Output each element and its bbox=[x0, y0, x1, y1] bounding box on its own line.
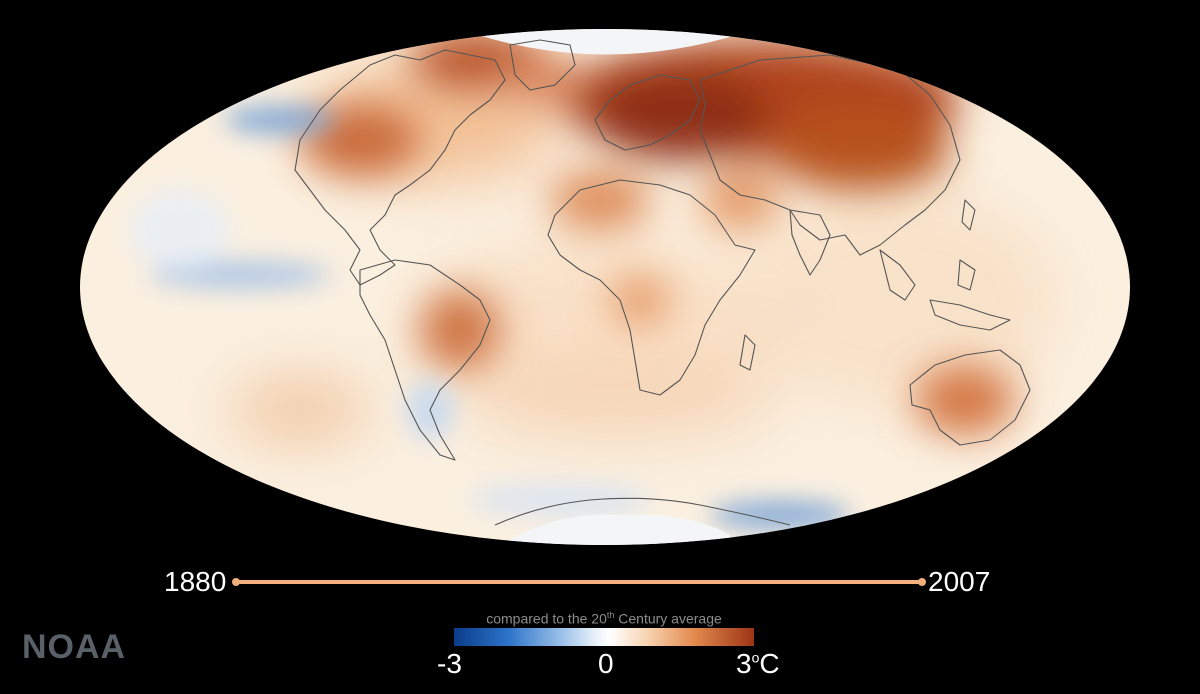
legend-degree-sup: o bbox=[751, 649, 760, 666]
legend-min-label: -3 bbox=[437, 648, 462, 679]
timeline-slider[interactable] bbox=[232, 578, 926, 586]
map-svg bbox=[80, 29, 1130, 545]
noaa-logo: NOAA bbox=[22, 628, 127, 666]
coastlines bbox=[294, 39, 1053, 526]
legend-caption: compared to the 20th Century average bbox=[454, 610, 754, 627]
timeline-end-year: 2007 bbox=[928, 566, 991, 597]
legend-unit: C bbox=[759, 648, 780, 679]
legend-caption-post: Century average bbox=[614, 610, 722, 627]
south-pole-cap bbox=[495, 514, 735, 545]
legend-max-value: 3 bbox=[736, 648, 752, 679]
timeline-progress-fill bbox=[234, 580, 924, 584]
legend-max-label: 3oC bbox=[736, 648, 780, 680]
legend-caption-pre: compared to the 20 bbox=[486, 610, 607, 627]
legend-mid-label: 0 bbox=[598, 648, 614, 679]
timeline-start-handle[interactable] bbox=[232, 578, 240, 586]
legend-color-scale bbox=[454, 628, 754, 646]
legend-caption-sup: th bbox=[606, 610, 615, 620]
timeline-start-year: 1880 bbox=[164, 566, 227, 597]
north-pole-cap bbox=[475, 29, 740, 55]
global-temperature-anomaly-map bbox=[80, 29, 1130, 545]
timeline-end-handle[interactable] bbox=[918, 578, 926, 586]
